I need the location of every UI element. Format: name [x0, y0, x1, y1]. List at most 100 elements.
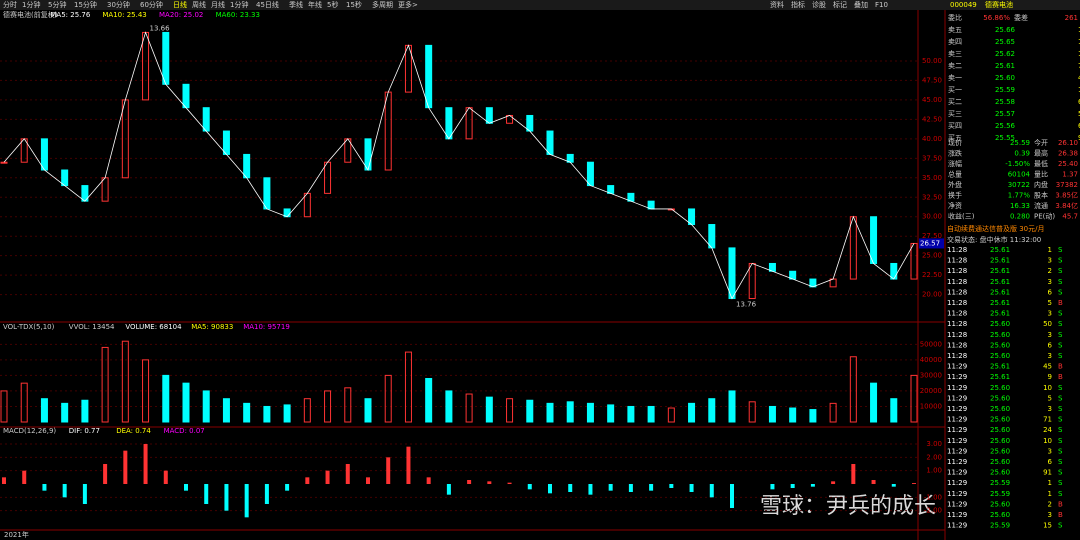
tick-time: 11:29 [947, 363, 967, 371]
tick-price: 25.61 [990, 288, 1010, 296]
macd-bar [446, 484, 451, 495]
macd-bar [2, 477, 6, 484]
macd-bar [366, 477, 370, 484]
quote-cell: 25.58 [995, 98, 1015, 106]
toolbar-tab[interactable]: 5分钟 [48, 0, 66, 9]
candle [890, 262, 898, 280]
quote-cell: 1.77% [1008, 192, 1031, 200]
toolbar-tab[interactable]: 周线 [192, 0, 206, 9]
toolbar-tab[interactable]: 年线 [308, 0, 322, 9]
low-label: 13.76 [736, 301, 757, 309]
toolbar-button[interactable]: 标记 [833, 0, 847, 9]
volume-bar [445, 390, 453, 423]
toolbar-tab[interactable]: 月线 [211, 0, 225, 9]
volume-bar [303, 398, 311, 423]
tick-volume: 5 [1048, 394, 1052, 402]
candle [728, 247, 736, 300]
quote-cell: 涨幅 [948, 159, 962, 168]
macd-bar [184, 484, 188, 491]
macd-bar [912, 483, 916, 484]
tick-time: 11:28 [947, 299, 967, 307]
tick-side: B [1058, 373, 1063, 381]
last-price: 26.57 [920, 239, 940, 247]
quote-cell: 25.57 [995, 110, 1015, 118]
quote-cell: 涨跌 [948, 149, 962, 158]
quote-cell: 26.10 [1058, 139, 1078, 147]
toolbar-button[interactable]: 资料 [770, 0, 784, 9]
legend-entry: DIF: 0.77 [69, 427, 100, 435]
tick-side: S [1058, 320, 1063, 328]
macd-bar [608, 484, 613, 491]
toolbar-button[interactable]: 叠加 [854, 0, 868, 9]
candle [485, 107, 493, 124]
quote-cell: -1.50% [1005, 160, 1030, 168]
volume-bar [61, 402, 69, 423]
tick-side: S [1058, 310, 1063, 318]
y-tick-label: 22.50 [922, 271, 942, 279]
volume-bar [283, 404, 291, 423]
tick-volume: 3 [1048, 511, 1052, 519]
legend-entry: VOLUME: 68104 [125, 323, 182, 331]
quote-cell: 14 [1078, 50, 1080, 58]
toolbar-tab[interactable]: 分时 [3, 0, 17, 9]
tick-side: S [1058, 458, 1063, 466]
macd-bar [426, 477, 431, 484]
toolbar-tab[interactable]: 日线 [173, 0, 187, 9]
toolbar-tab[interactable]: 5秒 [327, 0, 338, 9]
quote-cell: 现价 [948, 139, 962, 147]
toolbar-tab[interactable]: 1分钟 [22, 0, 40, 9]
toolbar-tab[interactable]: 45日线 [256, 0, 279, 9]
volume-bar [243, 402, 251, 423]
tick-price: 25.61 [990, 363, 1010, 371]
tick-side: S [1058, 288, 1063, 296]
tick-price: 25.60 [990, 511, 1010, 519]
tick-side: S [1058, 341, 1063, 349]
volume-bar [829, 402, 837, 423]
tick-volume: 6 [1048, 341, 1053, 349]
tick-time: 11:28 [947, 341, 967, 349]
toolbar-tab[interactable]: 多周期 [372, 0, 393, 9]
toolbar-button[interactable]: 诊股 [812, 0, 826, 9]
legend-entry: MA20: 25.02 [159, 11, 203, 19]
toolbar-button[interactable]: F10 [875, 1, 888, 9]
volume-bar [607, 404, 615, 423]
toolbar-button[interactable]: 指标 [791, 0, 805, 9]
tick-side: S [1058, 331, 1063, 339]
y-tick-label: -2.00 [924, 507, 942, 515]
quote-cell: 最低 [1034, 159, 1048, 168]
toolbar-tab[interactable]: 季线 [289, 0, 303, 9]
toolbar-tab[interactable]: 60分钟 [140, 0, 163, 9]
tick-side: S [1058, 257, 1063, 265]
volume-bar [627, 405, 635, 423]
y-tick-label: 1.00 [926, 467, 942, 475]
volume-bar [364, 398, 372, 423]
close-line [3, 31, 915, 300]
toolbar-tab[interactable]: 15秒 [346, 0, 362, 9]
tick-side: S [1058, 352, 1063, 360]
tick-time: 11:29 [947, 416, 967, 424]
tick-volume: 24 [1043, 426, 1052, 434]
macd-bar [386, 457, 391, 484]
tick-volume: 3 [1048, 447, 1052, 455]
tick-time: 11:28 [947, 257, 967, 265]
toolbar-tab[interactable]: 1分钟 [230, 0, 248, 9]
macd-bar [548, 484, 552, 494]
toolbar-tab[interactable]: 30分钟 [107, 0, 130, 9]
tick-price: 25.61 [990, 278, 1010, 286]
macd-bar [345, 464, 350, 484]
toolbar-tab[interactable]: 15分钟 [74, 0, 97, 9]
macd-bar [770, 484, 775, 490]
quote-cell: 股本 [1034, 191, 1048, 200]
toolbar-tab[interactable]: 更多> [398, 0, 418, 9]
y-tick-label: 42.50 [922, 115, 942, 123]
candle [182, 83, 190, 109]
quote-cell: 25.56 [995, 122, 1016, 130]
tick-side: S [1058, 267, 1063, 275]
tick-time: 11:29 [947, 373, 967, 381]
volume-bar [506, 398, 514, 423]
volume-bar [688, 402, 696, 423]
volume-bar [182, 382, 190, 423]
quote-cell: 25.40 [1058, 160, 1078, 168]
volume-bar [768, 405, 776, 423]
